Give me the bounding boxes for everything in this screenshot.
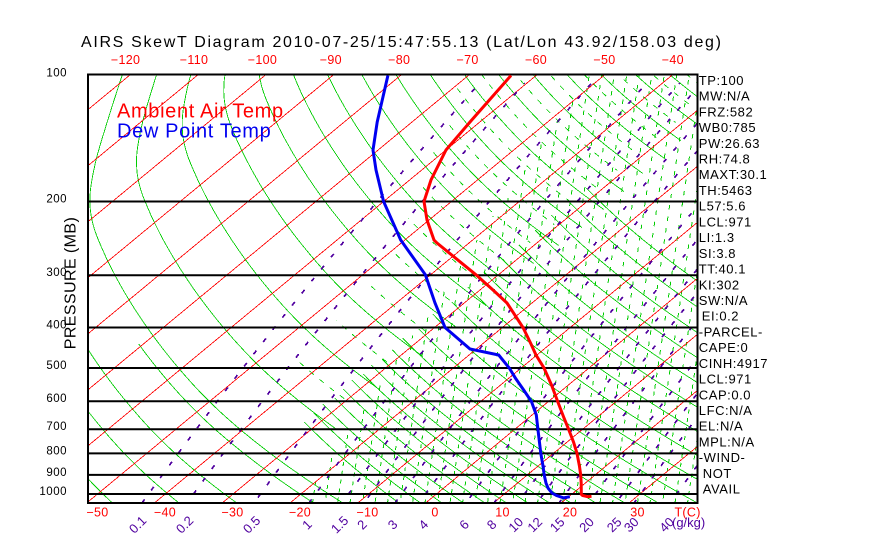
svg-text:200: 200: [46, 194, 67, 206]
svg-text:EI:0.2: EI:0.2: [702, 309, 739, 324]
svg-text:100: 100: [46, 68, 67, 80]
svg-text:NOT: NOT: [703, 466, 732, 481]
svg-text:−90: −90: [320, 53, 342, 67]
svg-text:T(C): T(C): [674, 506, 700, 520]
svg-text:-WIND-: -WIND-: [699, 450, 746, 465]
svg-text:−100: −100: [248, 53, 277, 67]
svg-text:−40: −40: [154, 506, 176, 520]
svg-text:L57:5.6: L57:5.6: [699, 199, 746, 214]
svg-text:−70: −70: [457, 53, 479, 67]
svg-text:−80: −80: [388, 53, 410, 67]
svg-text:500: 500: [46, 360, 67, 372]
svg-text:PRESSURE (MB): PRESSURE (MB): [63, 217, 80, 349]
svg-text:PW:26.63: PW:26.63: [699, 136, 760, 151]
svg-text:700: 700: [46, 421, 67, 433]
svg-text:LI:1.3: LI:1.3: [699, 230, 735, 245]
svg-text:MW:N/A: MW:N/A: [699, 89, 750, 104]
svg-text:−20: −20: [289, 506, 311, 520]
svg-text:AVAIL: AVAIL: [703, 482, 741, 497]
svg-text:10: 10: [495, 506, 510, 520]
svg-text:LCL:971: LCL:971: [699, 372, 752, 387]
svg-text:−10: −10: [356, 506, 378, 520]
svg-text:RH:74.8: RH:74.8: [699, 152, 751, 167]
svg-text:Dew Point Temp: Dew Point Temp: [117, 121, 271, 143]
svg-text:CAPE:0: CAPE:0: [699, 340, 749, 355]
svg-text:SW:N/A: SW:N/A: [699, 293, 748, 308]
svg-text:400: 400: [46, 320, 67, 332]
svg-text:SI:3.8: SI:3.8: [699, 246, 736, 261]
svg-text:−60: −60: [525, 53, 547, 67]
svg-text:CINH:4917: CINH:4917: [699, 356, 768, 371]
svg-text:0: 0: [431, 506, 438, 520]
svg-text:−50: −50: [593, 53, 615, 67]
svg-text:CAP:0.0: CAP:0.0: [699, 387, 751, 402]
svg-text:(g/kg): (g/kg): [672, 515, 705, 530]
svg-text:800: 800: [46, 445, 67, 457]
svg-text:-PARCEL-: -PARCEL-: [699, 324, 763, 339]
svg-text:−120: −120: [111, 53, 140, 67]
svg-text:1000: 1000: [39, 486, 67, 498]
svg-text:300: 300: [46, 267, 67, 279]
svg-text:TP:100: TP:100: [699, 73, 744, 88]
svg-text:AIRS SkewT Diagram 2010-07-25/: AIRS SkewT Diagram 2010-07-25/15:47:55.1…: [81, 34, 723, 51]
svg-text:−110: −110: [180, 53, 208, 67]
svg-text:MPL:N/A: MPL:N/A: [699, 435, 755, 450]
svg-text:−40: −40: [662, 53, 684, 67]
svg-text:−30: −30: [221, 506, 243, 520]
svg-text:TT:40.1: TT:40.1: [699, 262, 746, 277]
svg-text:FRZ:582: FRZ:582: [699, 104, 753, 119]
svg-text:KI:302: KI:302: [699, 277, 740, 292]
svg-text:−50: −50: [86, 506, 108, 520]
svg-text:30: 30: [630, 506, 645, 520]
svg-text:Ambient Air Temp: Ambient Air Temp: [117, 101, 284, 123]
svg-text:900: 900: [46, 467, 67, 479]
svg-text:MAXT:30.1: MAXT:30.1: [699, 167, 768, 182]
svg-text:LFC:N/A: LFC:N/A: [699, 403, 753, 418]
svg-text:LCL:971: LCL:971: [699, 214, 752, 229]
svg-text:TH:5463: TH:5463: [699, 183, 753, 198]
svg-text:20: 20: [563, 506, 578, 520]
svg-text:EL:N/A: EL:N/A: [699, 419, 743, 434]
svg-text:600: 600: [46, 393, 67, 405]
svg-text:WB0:785: WB0:785: [699, 120, 756, 135]
